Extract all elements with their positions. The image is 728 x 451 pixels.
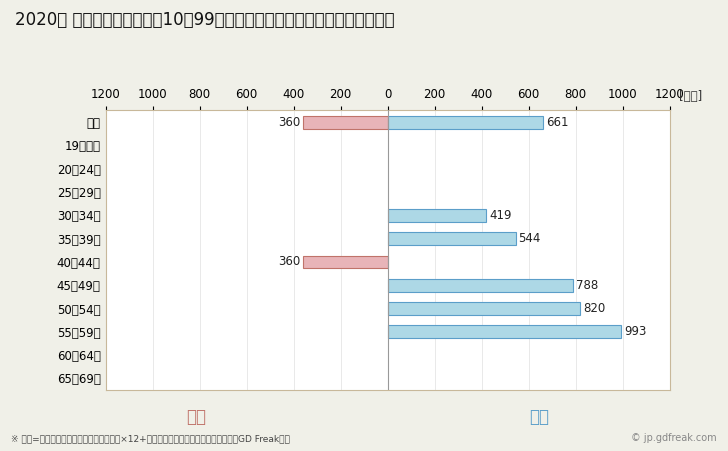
Text: 788: 788	[576, 279, 598, 292]
Bar	[388, 326, 621, 338]
Text: 820: 820	[583, 302, 606, 315]
Text: 419: 419	[489, 209, 512, 222]
Text: 993: 993	[624, 325, 646, 338]
Text: [万円]: [万円]	[679, 90, 703, 103]
Bar	[303, 256, 388, 268]
Bar	[388, 116, 543, 129]
Text: 女性: 女性	[186, 408, 207, 426]
Text: 360: 360	[278, 115, 300, 129]
Bar	[388, 302, 580, 315]
Text: 661: 661	[546, 115, 569, 129]
Bar	[388, 209, 486, 222]
Text: ※ 年収=「きまって支給する現金給与額」×12+「年間賞与その他特別給与額」としてGD Freak推計: ※ 年収=「きまって支給する現金給与額」×12+「年間賞与その他特別給与額」とし…	[11, 434, 290, 443]
Text: 544: 544	[518, 232, 541, 245]
Bar	[303, 116, 388, 129]
Text: © jp.gdfreak.com: © jp.gdfreak.com	[631, 433, 717, 443]
Text: 360: 360	[278, 255, 300, 268]
Text: 2020年 民間企業（従業者数10～99人）フルタイム労働者の男女別平均年収: 2020年 民間企業（従業者数10～99人）フルタイム労働者の男女別平均年収	[15, 11, 394, 29]
Bar	[388, 232, 515, 245]
Bar	[388, 279, 573, 292]
Text: 男性: 男性	[529, 408, 549, 426]
